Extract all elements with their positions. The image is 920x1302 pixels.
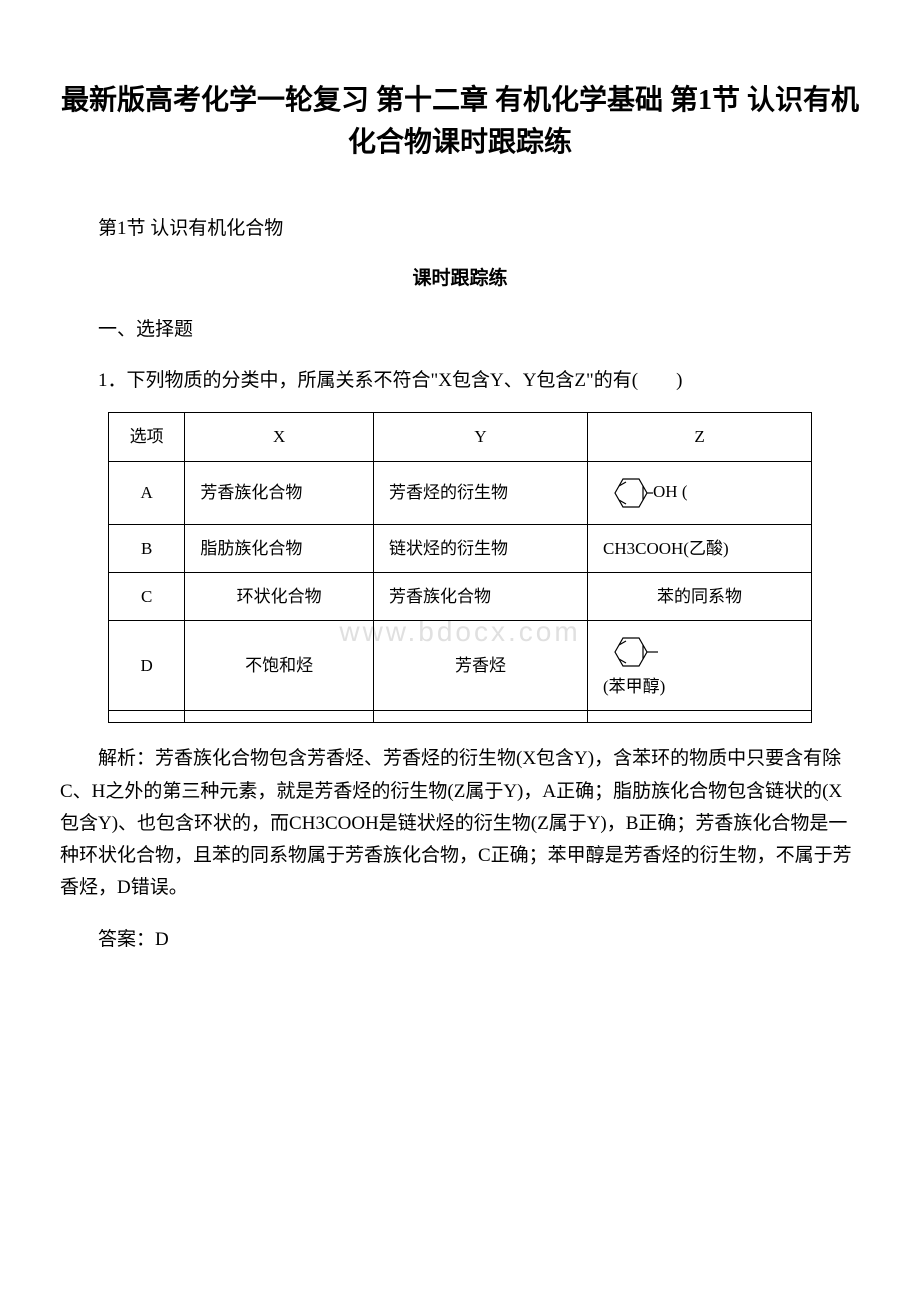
table-row: B 脂肪族化合物 链状烃的衍生物 CH3COOH(乙酸) [109, 524, 812, 572]
table-row: D 不饱和烃 芳香烃 (苯甲醇) [109, 621, 812, 711]
table-row: A 芳香族化合物 芳香烃的衍生物 OH ( [109, 461, 812, 524]
cell-z-suffix: OH ( [653, 482, 687, 501]
section-label: 第1节 认识有机化合物 [60, 214, 860, 244]
table-header-row: 选项 X Y Z [109, 413, 812, 461]
header-y: Y [373, 413, 587, 461]
cell-z: CH3COOH(乙酸) [588, 524, 812, 572]
cell-x: 脂肪族化合物 [185, 524, 374, 572]
options-table: 选项 X Y Z A 芳香族化合物 芳香烃的衍生物 OH ( [108, 412, 812, 723]
answer-text: 答案：D [60, 925, 860, 955]
document-title: 最新版高考化学一轮复习 第十二章 有机化学基础 第1节 认识有机化合物课时跟踪练 [60, 80, 860, 164]
cell-z: OH ( [588, 461, 812, 524]
benzene-ring-icon [603, 631, 658, 673]
cell-y: 芳香烃的衍生物 [373, 461, 587, 524]
cell-option: A [109, 461, 185, 524]
benzene-ring-icon [603, 472, 653, 514]
cell-y: 芳香族化合物 [373, 572, 587, 620]
empty-cell [109, 711, 185, 723]
cell-z: 苯的同系物 [588, 572, 812, 620]
cell-y: 芳香烃 [373, 621, 587, 711]
header-z: Z [588, 413, 812, 461]
cell-option: D [109, 621, 185, 711]
cell-x: 不饱和烃 [185, 621, 374, 711]
cell-z-below: (苯甲醇) [603, 673, 803, 700]
section-heading: 一、选择题 [60, 315, 860, 345]
subtitle: 课时跟踪练 [60, 264, 860, 294]
empty-cell [588, 711, 812, 723]
header-option: 选项 [109, 413, 185, 461]
empty-cell [373, 711, 587, 723]
cell-x: 芳香族化合物 [185, 461, 374, 524]
cell-y: 链状烃的衍生物 [373, 524, 587, 572]
explanation-text: 解析：芳香族化合物包含芳香烃、芳香烃的衍生物(X包含Y)，含苯环的物质中只要含有… [60, 743, 860, 904]
table-row: C 环状化合物 芳香族化合物 苯的同系物 [109, 572, 812, 620]
cell-z: (苯甲醇) [588, 621, 812, 711]
empty-cell [185, 711, 374, 723]
cell-option: B [109, 524, 185, 572]
question-text: 1．下列物质的分类中，所属关系不符合"X包含Y、Y包含Z"的有( ) [60, 365, 860, 397]
header-x: X [185, 413, 374, 461]
document-content: 最新版高考化学一轮复习 第十二章 有机化学基础 第1节 认识有机化合物课时跟踪练… [60, 80, 860, 955]
cell-x: 环状化合物 [185, 572, 374, 620]
cell-option: C [109, 572, 185, 620]
table-empty-row [109, 711, 812, 723]
